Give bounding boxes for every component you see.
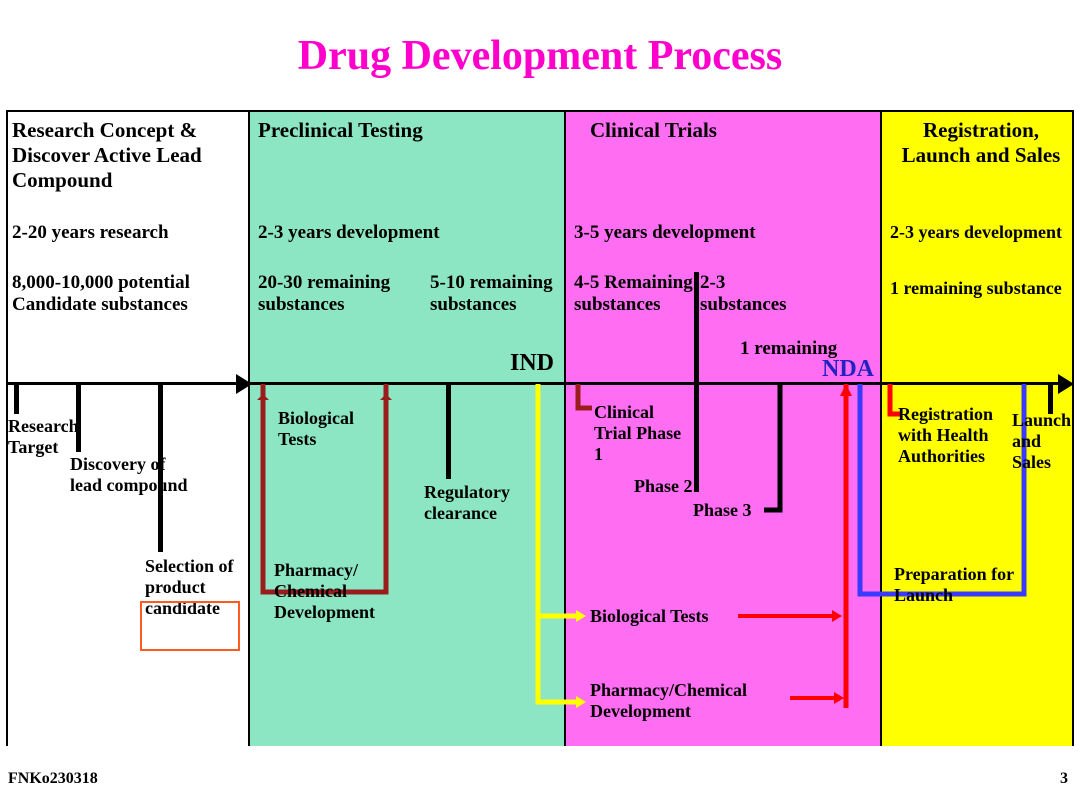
fact-research-years: 2-20 years research xyxy=(12,222,242,244)
fact-preclinical-sub2: 5-10 remaining substances xyxy=(430,272,570,316)
heading-research: Research Concept & Discover Active Lead … xyxy=(12,118,242,193)
label-phase3: Phase 3 xyxy=(693,500,773,521)
fact-registration-years: 2-3 years development xyxy=(890,222,1070,243)
bracket-yellow xyxy=(532,384,592,724)
label-biological-tests: Biological Tests xyxy=(278,408,388,450)
fact-clinical-sub1: 4-5 Remaining substances xyxy=(574,272,694,316)
tick-regulatory xyxy=(446,384,451,479)
fact-registration-sub: 1 remaining substance xyxy=(890,278,1070,299)
label-pharm-chem-dev: Pharmacy/ Chemical Development xyxy=(274,560,414,623)
highlight-product-candidate xyxy=(140,601,240,651)
timeline-arrowhead-1 xyxy=(236,374,252,394)
fact-preclinical-years: 2-3 years development xyxy=(258,222,558,244)
fact-research-candidates: 8,000-10,000 potential Candidate substan… xyxy=(12,272,242,316)
tick-discovery-lead xyxy=(76,384,81,452)
milestone-nda: NDA xyxy=(822,356,874,383)
slide-root: Drug Development Process Research Concep… xyxy=(0,0,1080,797)
label-phase2: Phase 2 xyxy=(634,476,714,497)
fact-clinical-years: 3-5 years development xyxy=(574,222,874,244)
label-pharm-chem-clinical: Pharmacy/Chemical Development xyxy=(590,680,800,722)
heading-preclinical: Preclinical Testing xyxy=(258,118,558,143)
timeline-arrowhead-end xyxy=(1058,374,1074,394)
tick-phase2 xyxy=(694,272,699,492)
heading-registration: Registration, Launch and Sales xyxy=(896,118,1066,168)
label-reg-health-auth: Registration with Health Authorities xyxy=(898,404,1018,467)
label-prep-launch: Preparation for Launch xyxy=(894,564,1024,606)
label-research-target: Research Target xyxy=(8,416,98,458)
label-phase1: Clinical Trial Phase 1 xyxy=(594,402,684,465)
slide-title: Drug Development Process xyxy=(0,32,1080,80)
fact-clinical-sub2: 2-3 substances xyxy=(700,272,800,316)
footer-right: 3 xyxy=(1060,770,1068,788)
label-launch-sales: Launch and Sales xyxy=(1012,410,1080,473)
tick-research-target xyxy=(14,384,19,414)
label-bio-tests-clinical: Biological Tests xyxy=(590,606,750,627)
heading-clinical: Clinical Trials xyxy=(590,118,870,143)
footer-left: FNKo230318 xyxy=(8,770,98,788)
bracket-phase1 xyxy=(572,384,596,424)
label-regulatory: Regulatory clearance xyxy=(424,482,544,524)
tick-selection-candidate xyxy=(158,384,163,552)
milestone-ind: IND xyxy=(510,350,554,377)
arrow-bio-clinical xyxy=(738,610,848,624)
fact-preclinical-sub1: 20-30 remaining substances xyxy=(258,272,418,316)
label-discovery-lead: Discovery of lead compound xyxy=(70,454,190,496)
